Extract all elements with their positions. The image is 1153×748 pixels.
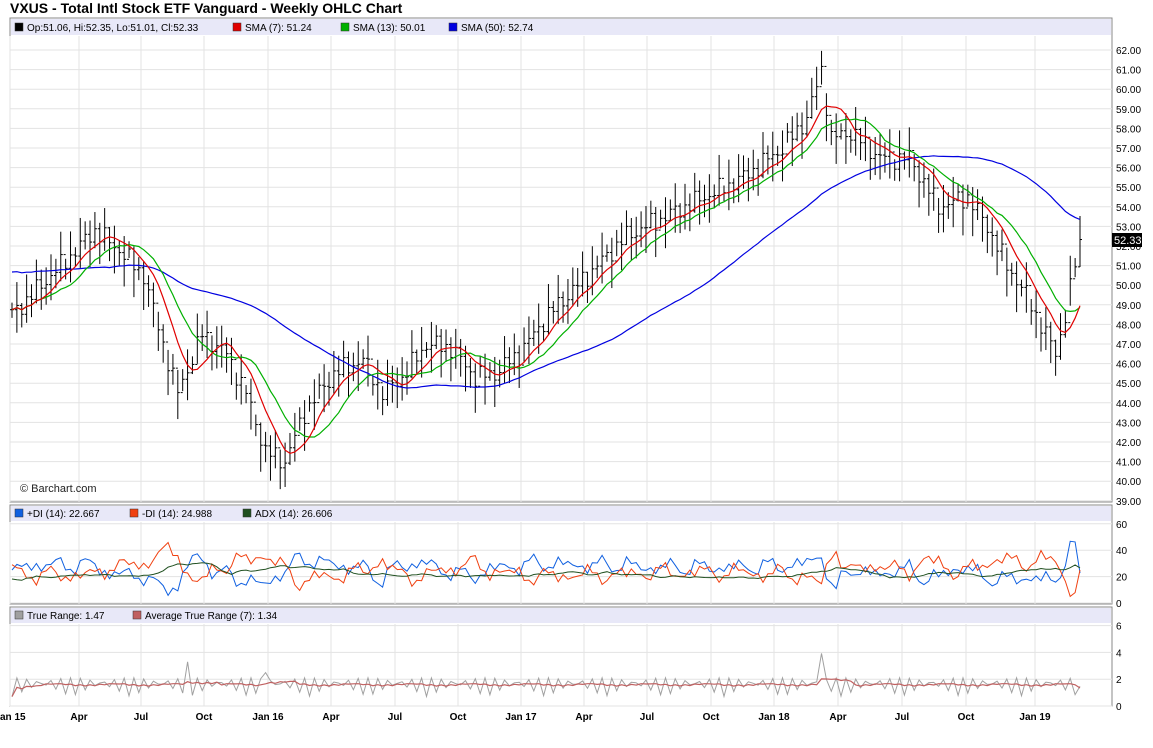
price-tick-label: 62.00 (1116, 46, 1141, 57)
x-tick-label: Apr (322, 712, 339, 723)
x-tick-label: Jul (134, 712, 149, 723)
x-tick-label: Jul (640, 712, 655, 723)
legend-swatch (232, 22, 242, 32)
x-tick-label: Jan 19 (1019, 712, 1051, 723)
legend-swatch (14, 610, 24, 620)
price-tick-label: 56.00 (1116, 164, 1141, 175)
x-tick-label: Jan 16 (252, 712, 284, 723)
x-tick-label: Jan 18 (758, 712, 790, 723)
x-tick-label: Apr (829, 712, 846, 723)
x-tick-label: Oct (196, 712, 213, 723)
price-tick-label: 50.00 (1116, 281, 1141, 292)
dmi-tick-label: 0 (1116, 599, 1122, 610)
atr-line (11, 678, 1081, 697)
price-tick-label: 60.00 (1116, 85, 1141, 96)
legend-swatch (129, 508, 139, 518)
legend-label: +DI (14): 22.667 (27, 509, 100, 520)
legend-swatch (132, 610, 142, 620)
legend-label: True Range: 1.47 (27, 611, 105, 622)
legend-label: SMA (7): 51.24 (245, 23, 312, 34)
dmi-tick-label: 60 (1116, 520, 1128, 531)
price-tick-label: 61.00 (1116, 66, 1141, 77)
legend-label: SMA (13): 50.01 (353, 23, 426, 34)
true-range-line (11, 653, 1081, 699)
price-tick-label: 45.00 (1116, 379, 1141, 390)
atr-tick-label: 2 (1116, 675, 1122, 686)
x-tick-label: Jan 15 (0, 712, 26, 723)
sma-7-line (11, 105, 1081, 455)
legend-label: Average True Range (7): 1.34 (145, 611, 278, 622)
dmi-tick-label: 40 (1116, 546, 1128, 557)
price-tick-label: 48.00 (1116, 320, 1141, 331)
price-tick-label: 54.00 (1116, 203, 1141, 214)
price-tick-label: 52.00 (1116, 242, 1141, 253)
last-price-tag (1112, 233, 1142, 247)
price-tick-label: 41.00 (1116, 458, 1141, 469)
price-tick-label: 57.00 (1116, 144, 1141, 155)
minus-di-line (11, 541, 1081, 598)
legend-swatch (448, 22, 458, 32)
atr-tick-label: 0 (1116, 702, 1122, 713)
sma-50-line (11, 155, 1081, 389)
adx-line (11, 562, 1081, 581)
price-tick-label: 51.00 (1116, 262, 1141, 273)
dmi-tick-label: 20 (1116, 573, 1128, 584)
x-tick-label: Oct (958, 712, 975, 723)
legend-label: Op:51.06, Hi:52.35, Lo:51.01, Cl:52.33 (27, 23, 199, 34)
price-tick-label: 49.00 (1116, 301, 1141, 312)
atr-tick-label: 6 (1116, 622, 1122, 633)
legend-label: -DI (14): 24.988 (142, 509, 212, 520)
x-tick-label: Jan 17 (505, 712, 537, 723)
plus-di-line (11, 540, 1081, 597)
watermark: © Barchart.com (20, 483, 97, 495)
x-tick-label: Apr (70, 712, 87, 723)
x-tick-label: Jul (388, 712, 403, 723)
price-tick-label: 53.00 (1116, 222, 1141, 233)
price-tick-label: 39.00 (1116, 497, 1141, 508)
legend-swatch (14, 508, 24, 518)
dmi-panel (9, 504, 1113, 605)
x-tick-label: Oct (703, 712, 720, 723)
last-price-label: 52.33 (1114, 235, 1142, 247)
price-tick-label: 55.00 (1116, 183, 1141, 194)
x-tick-label: Jul (895, 712, 910, 723)
x-tick-label: Oct (450, 712, 467, 723)
sma-13-line (11, 118, 1081, 438)
legend-label: SMA (50): 52.74 (461, 23, 534, 34)
legend-swatch (242, 508, 252, 518)
chart-title: VXUS - Total Intl Stock ETF Vanguard - W… (10, 0, 403, 16)
price-tick-label: 47.00 (1116, 340, 1141, 351)
price-tick-label: 42.00 (1116, 438, 1141, 449)
legend-swatch (340, 22, 350, 32)
price-tick-label: 40.00 (1116, 477, 1141, 488)
legend-swatch (14, 22, 24, 32)
price-tick-label: 43.00 (1116, 418, 1141, 429)
price-tick-label: 58.00 (1116, 124, 1141, 135)
price-tick-label: 59.00 (1116, 105, 1141, 116)
legend-label: ADX (14): 26.606 (255, 509, 333, 520)
price-tick-label: 46.00 (1116, 360, 1141, 371)
x-tick-label: Apr (575, 712, 592, 723)
atr-tick-label: 4 (1116, 648, 1122, 659)
price-tick-label: 44.00 (1116, 399, 1141, 410)
price-panel (9, 17, 1113, 503)
